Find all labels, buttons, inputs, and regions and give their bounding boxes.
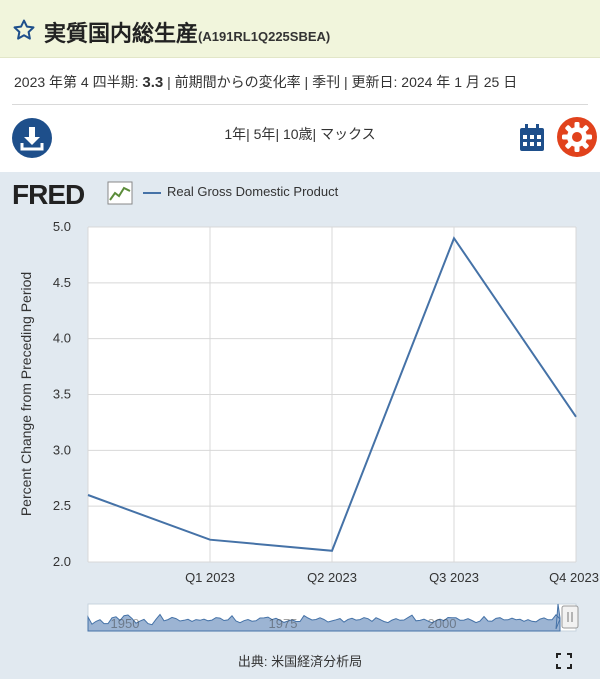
calendar-icon[interactable] [519,124,545,152]
range-10y[interactable]: 10歳 [282,126,313,142]
y-tick-label: 4.5 [53,275,71,290]
x-tick-label: Q4 2023 [549,570,599,585]
download-button[interactable] [12,118,52,158]
chart: 2.0 2.5 3.0 3.5 4.0 4.5 5.0 Q1 2023 Q2 2023 Q3 2… [18,219,599,632]
range-5y[interactable]: 5年 [253,126,276,142]
y-tick-label: 2.5 [53,498,71,513]
legend-swatch [143,191,161,194]
y-axis-title: Percent Change from Preceding Period [18,272,34,516]
y-tick-label: 4.0 [53,331,71,346]
gear-icon[interactable] [556,116,598,158]
fred-logo-text: FRED [12,179,85,208]
y-tick-label: 5.0 [53,219,71,234]
source-text: 出典: 米国経済分析局 [237,654,363,669]
navigator[interactable]: 1950 1975 2000 [87,603,579,632]
y-tick-label: 2.0 [53,554,71,569]
download-icon [20,127,44,151]
series-meta: 2023 年第 4 四半期: 3.3 | 前期間からの変化率 | 季刊 | 更新… [14,72,517,92]
fred-logo: FRED [12,179,133,208]
meta-period: 2023 年第 4 四半期: [14,74,139,90]
y-tick-label: 3.5 [53,387,71,402]
navigator-label: 1975 [269,616,298,631]
navigator-handle[interactable] [561,605,579,629]
x-tick-label: Q1 2023 [185,570,235,585]
x-tick-label: Q3 2023 [429,570,479,585]
divider [12,104,588,105]
meta-rest: | 前期間からの変化率 | 季刊 | 更新日: 2024 年 1 月 25 日 [167,74,518,90]
series-line-real-gdp [87,236,577,552]
page-title: 実質国内総生産(A191RL1Q225SBEA) [44,16,330,48]
fullscreen-icon[interactable] [556,653,572,669]
title-bar: 実質国内総生産(A191RL1Q225SBEA) [0,0,600,58]
navigator-series [87,603,561,632]
series-id: (A191RL1Q225SBEA) [198,29,331,44]
title-main: 実質国内総生産 [44,21,199,46]
navigator-label: 1950 [111,616,140,631]
y-tick-label: 3.0 [53,442,71,457]
star-icon[interactable] [12,18,36,42]
legend-label: Real Gross Domestic Product [167,184,339,199]
navigator-label: 2000 [428,616,457,631]
range-1y[interactable]: 1年 [224,126,247,142]
legend: Real Gross Domestic Product [143,184,338,199]
range-max[interactable]: マックス [320,126,376,142]
meta-value: 3.3 [142,74,164,91]
x-tick-label: Q2 2023 [307,570,357,585]
date-range-links: 1年| 5年| 10歳| マックス [224,126,376,142]
